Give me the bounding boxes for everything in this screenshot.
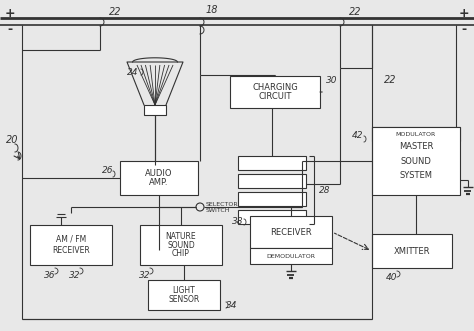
Text: 30: 30 (326, 75, 338, 84)
Text: LIGHT: LIGHT (173, 286, 195, 295)
Text: 22: 22 (109, 7, 121, 17)
Bar (250, 248, 332, 264)
Bar (144, 105, 166, 115)
Bar (238, 174, 306, 188)
Text: MODULATOR: MODULATOR (396, 131, 436, 136)
Text: +: + (459, 7, 469, 20)
Bar (250, 216, 332, 248)
Bar (238, 192, 306, 206)
Text: 18: 18 (206, 5, 218, 15)
Text: RECEIVER: RECEIVER (270, 227, 312, 237)
Text: SELECTOR: SELECTOR (206, 202, 238, 207)
Text: AMP.: AMP. (149, 178, 169, 187)
Text: MASTER: MASTER (399, 142, 433, 151)
Text: DEMODULATOR: DEMODULATOR (266, 254, 316, 259)
Text: 22: 22 (349, 7, 361, 17)
Text: CHIP: CHIP (172, 249, 190, 258)
Text: SOUND: SOUND (401, 157, 431, 166)
Text: XMITTER: XMITTER (394, 247, 430, 256)
Bar (372, 234, 452, 268)
Text: 32: 32 (69, 270, 81, 279)
Text: 28: 28 (319, 185, 331, 195)
Bar (230, 76, 320, 108)
Bar (238, 156, 306, 170)
Bar (140, 225, 222, 265)
Text: NATURE: NATURE (166, 232, 196, 241)
Text: 38: 38 (232, 216, 244, 225)
Text: 40: 40 (386, 273, 398, 282)
Bar (30, 225, 112, 265)
Text: SOUND: SOUND (167, 241, 195, 250)
Text: 26: 26 (102, 166, 114, 174)
Bar (148, 280, 220, 310)
Text: -: - (8, 23, 13, 35)
Bar (372, 127, 460, 141)
Bar (372, 127, 460, 195)
Text: CIRCUIT: CIRCUIT (258, 92, 292, 101)
Text: SENSOR: SENSOR (168, 295, 200, 304)
Text: SWITCH: SWITCH (206, 208, 230, 213)
Text: 42: 42 (352, 130, 364, 139)
Text: 24: 24 (127, 68, 139, 76)
Text: 20: 20 (6, 135, 18, 145)
Text: SYSTEM: SYSTEM (400, 171, 432, 180)
Text: CHARGING: CHARGING (252, 83, 298, 92)
Text: 32: 32 (139, 270, 151, 279)
Text: +: + (5, 7, 15, 20)
Text: AUDIO: AUDIO (145, 169, 173, 178)
Text: 22: 22 (384, 75, 396, 85)
Text: 34: 34 (226, 301, 238, 309)
Text: 36: 36 (44, 270, 56, 279)
Bar (238, 210, 306, 224)
Text: RECEIVER: RECEIVER (52, 246, 90, 255)
Bar (120, 161, 198, 195)
Text: AM / FM: AM / FM (56, 235, 86, 244)
Text: -: - (461, 23, 466, 35)
